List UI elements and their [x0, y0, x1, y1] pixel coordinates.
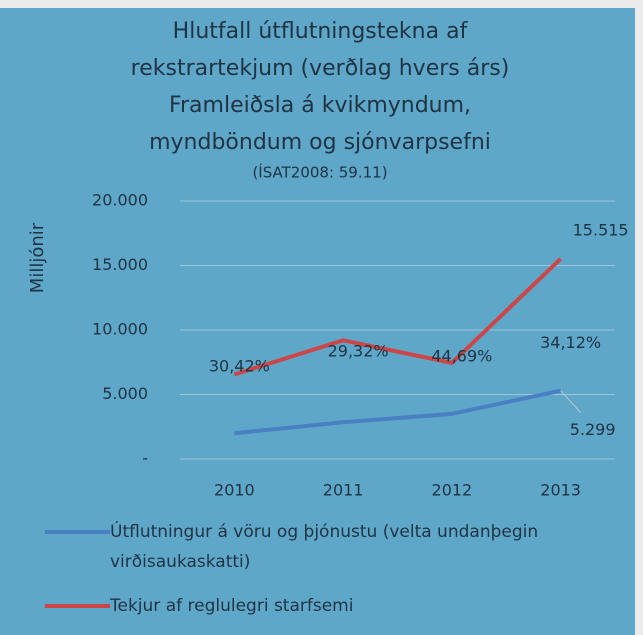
data-label: 5.299 — [570, 420, 616, 439]
x-tick-label: 2011 — [323, 481, 364, 500]
x-tick-label: 2010 — [214, 481, 255, 500]
annotation: 44,69% — [431, 346, 492, 365]
data-label: 15.515 — [573, 220, 629, 239]
annotation: 34,12% — [540, 333, 601, 352]
x-tick-label: 2013 — [540, 481, 581, 500]
chart-title: Hlutfall útflutningstekna af — [173, 19, 469, 44]
series-line — [234, 388, 562, 436]
leader-line — [560, 390, 581, 413]
chart-subtitle: (ÍSAT2008: 59.11) — [252, 163, 387, 182]
y-tick-label: 5.000 — [102, 384, 148, 403]
y-tick-label: 10.000 — [92, 320, 148, 339]
y-tick-label: - — [142, 449, 148, 468]
legend-label: Útflutningur á vöru og þjónustu (velta u… — [110, 522, 539, 572]
x-tick-label: 2012 — [432, 481, 473, 500]
chart-title: myndböndum og sjónvarpsefni — [149, 130, 491, 155]
annotation: 30,42% — [209, 357, 270, 376]
y-tick-label: 20.000 — [92, 191, 148, 210]
legend-label: Tekjur af reglulegri starfsemi — [110, 596, 354, 616]
chart-title: rekstrartekjum (verðlag hvers árs) — [131, 56, 510, 81]
y-tick-label: 15.000 — [92, 255, 148, 274]
annotation: 29,32% — [328, 342, 389, 361]
y-axis-label: Milljónir — [27, 222, 48, 293]
chart-title: Framleiðsla á kvikmyndum, — [169, 93, 471, 118]
series-line — [233, 257, 563, 377]
